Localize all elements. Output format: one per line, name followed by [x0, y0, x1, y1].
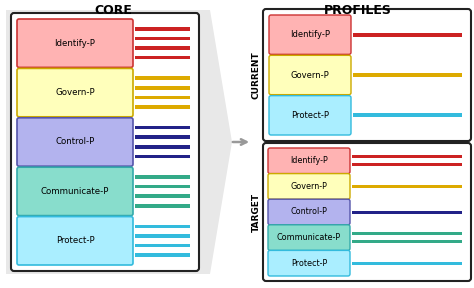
Text: Protect-P: Protect-P [55, 236, 94, 245]
Bar [135, 77, 190, 80]
Text: Govern-P: Govern-P [291, 182, 328, 191]
Text: CURRENT: CURRENT [252, 51, 261, 99]
Bar [135, 56, 190, 59]
Text: Identify-P: Identify-P [290, 156, 328, 165]
Bar [352, 185, 462, 188]
Bar [135, 175, 190, 179]
FancyBboxPatch shape [269, 55, 351, 95]
FancyBboxPatch shape [17, 69, 133, 117]
FancyBboxPatch shape [269, 15, 351, 54]
Text: Identify-P: Identify-P [290, 30, 330, 39]
Text: Control-P: Control-P [55, 137, 95, 147]
Bar [135, 126, 190, 129]
Text: Communicate-P: Communicate-P [277, 233, 341, 242]
FancyBboxPatch shape [17, 217, 133, 265]
FancyBboxPatch shape [268, 225, 350, 250]
Bar [352, 163, 462, 166]
FancyBboxPatch shape [11, 13, 199, 271]
Text: Control-P: Control-P [291, 207, 328, 217]
Polygon shape [6, 10, 232, 274]
Bar [352, 262, 462, 265]
Text: Protect-P: Protect-P [291, 259, 327, 268]
Text: Govern-P: Govern-P [55, 88, 95, 97]
Bar [135, 204, 190, 208]
Bar [135, 135, 190, 139]
FancyBboxPatch shape [268, 148, 350, 174]
FancyBboxPatch shape [263, 143, 471, 281]
Text: Identify-P: Identify-P [55, 39, 95, 48]
Bar [353, 33, 462, 37]
Text: CORE: CORE [94, 4, 132, 17]
Bar [135, 225, 190, 228]
Bar [135, 46, 190, 50]
FancyBboxPatch shape [268, 250, 350, 276]
Bar [135, 155, 190, 158]
Bar [135, 96, 190, 99]
Bar [352, 240, 462, 243]
Bar [135, 105, 190, 109]
FancyBboxPatch shape [268, 199, 350, 225]
FancyBboxPatch shape [17, 167, 133, 216]
Bar [135, 37, 190, 40]
Bar [353, 113, 462, 117]
FancyBboxPatch shape [17, 19, 133, 67]
Bar [135, 145, 190, 149]
Bar [135, 244, 190, 247]
Bar [135, 86, 190, 90]
Text: Govern-P: Govern-P [291, 71, 329, 79]
FancyBboxPatch shape [263, 9, 471, 141]
Text: PROFILES: PROFILES [324, 4, 392, 17]
Text: Protect-P: Protect-P [291, 111, 329, 120]
FancyBboxPatch shape [17, 118, 133, 166]
Text: TARGET: TARGET [252, 192, 261, 232]
Bar [135, 27, 190, 31]
Bar [135, 234, 190, 238]
Bar [135, 185, 190, 188]
Bar [352, 211, 462, 213]
Bar [352, 155, 462, 158]
Bar [135, 194, 190, 198]
Bar [135, 253, 190, 257]
FancyBboxPatch shape [268, 174, 350, 199]
Bar [353, 73, 462, 77]
FancyBboxPatch shape [269, 96, 351, 135]
Bar [352, 232, 462, 235]
Text: Communicate-P: Communicate-P [41, 187, 109, 196]
